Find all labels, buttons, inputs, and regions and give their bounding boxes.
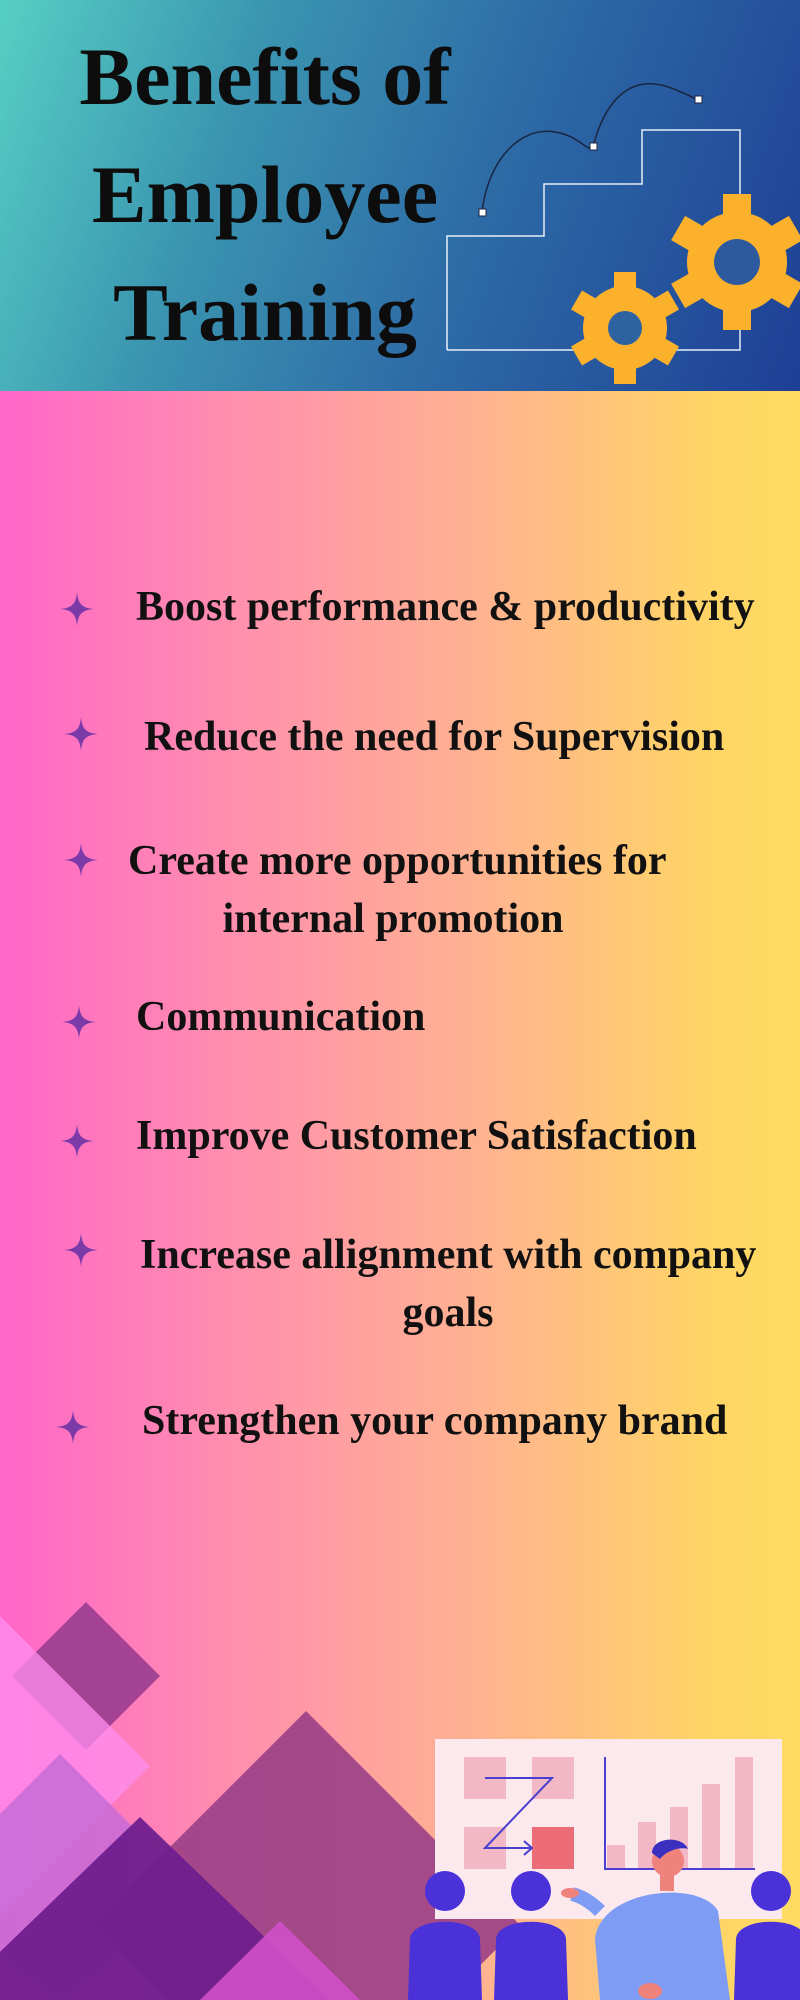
benefit-text: Strengthen your company brand <box>142 1398 728 1444</box>
title-line: Training <box>113 267 417 358</box>
gear-icon <box>671 194 800 330</box>
presenter-icon <box>561 1839 730 2000</box>
audience-icon <box>408 1871 800 2000</box>
benefit-item: Boost performance & productivity <box>136 578 755 636</box>
title-line: Employee <box>91 149 439 240</box>
benefit-item: Strengthen your company brand <box>142 1392 727 1450</box>
gear-icon <box>571 272 679 384</box>
benefit-text: Increase allignment with company <box>140 1232 757 1278</box>
sparkle-icon <box>60 592 94 626</box>
benefit-item: Improve Customer Satisfaction <box>136 1107 697 1165</box>
benefit-text: Communication <box>136 994 426 1040</box>
sparkle-icon <box>64 717 98 751</box>
benefit-item: Communication <box>136 988 425 1046</box>
diamond-shapes <box>0 1602 520 2000</box>
presentation-board-icon <box>435 1739 782 1919</box>
sparkle-icon <box>64 843 98 877</box>
benefit-text: Boost performance & productivity <box>136 584 755 630</box>
benefit-text: internal promotion <box>222 896 564 942</box>
header-banner: Benefits of Employee Training <box>0 0 800 391</box>
benefit-text: Reduce the need for Supervision <box>144 714 725 760</box>
benefit-item: Reduce the need for Supervision <box>144 708 724 766</box>
page-title: Benefits of Employee Training <box>40 18 490 372</box>
sparkle-icon <box>56 1410 90 1444</box>
benefit-text: Improve Customer Satisfaction <box>136 1113 697 1159</box>
benefit-text: goals <box>402 1290 494 1336</box>
sparkle-icon <box>62 1005 96 1039</box>
header-illustration <box>446 83 800 384</box>
sparkle-icon <box>64 1233 98 1267</box>
benefit-text: Create more opportunities for <box>128 838 667 884</box>
benefit-item: Increase allignment with company goals <box>140 1226 756 1342</box>
sparkle-icon <box>60 1124 94 1158</box>
title-line: Benefits of <box>79 31 451 122</box>
bottom-illustration <box>0 1602 800 2000</box>
benefits-panel: Boost performance & productivity Reduce … <box>0 391 800 2000</box>
benefit-item: Create more opportunities for internal p… <box>128 832 667 948</box>
